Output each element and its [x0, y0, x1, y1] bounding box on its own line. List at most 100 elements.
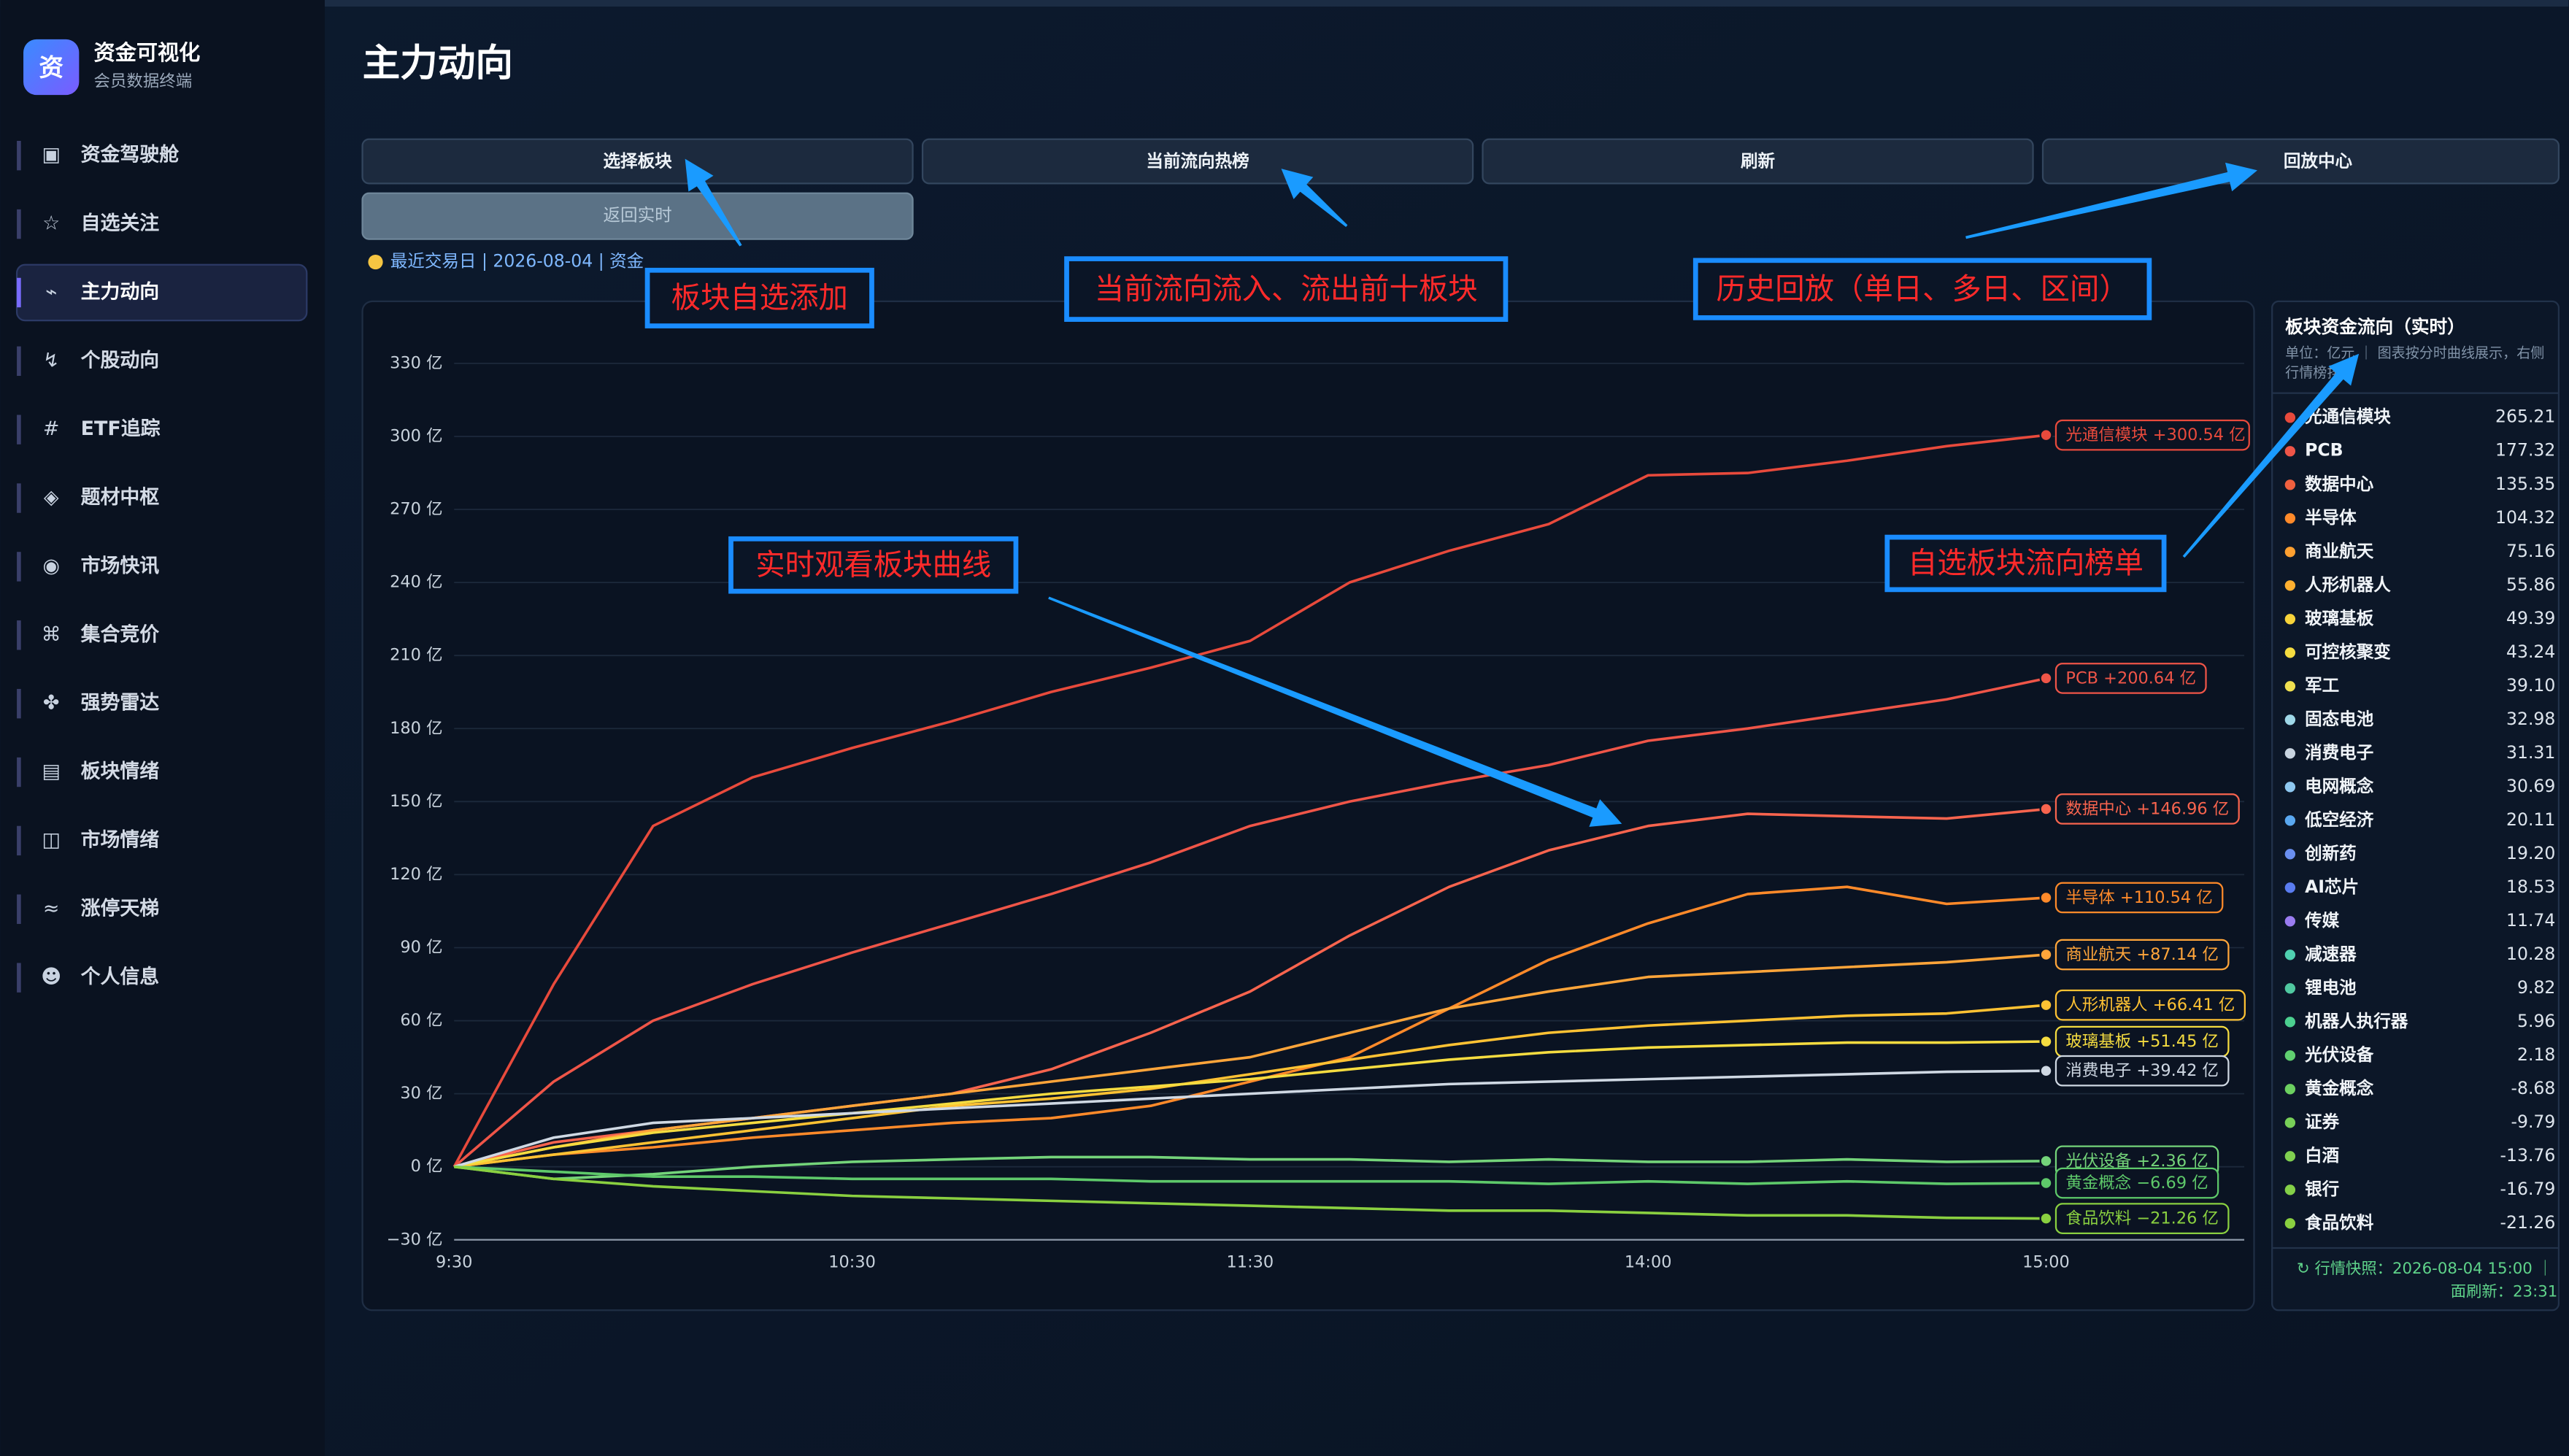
row-name[interactable]: 银行: [2305, 1179, 2339, 1199]
back-button[interactable]: [361, 192, 914, 240]
nav-icon[interactable]: ▤: [42, 760, 60, 783]
nav-icon[interactable]: ◫: [42, 828, 60, 851]
end-label-value: +146.96 亿: [2136, 799, 2229, 818]
nav-label[interactable]: 题材中枢: [81, 486, 160, 509]
row-name[interactable]: 黄金概念: [2305, 1078, 2374, 1098]
row-value: -16.79: [2500, 1179, 2555, 1199]
nav-icon[interactable]: ◉: [42, 555, 59, 577]
nav-icon[interactable]: ⌘: [42, 623, 61, 646]
y-tick-label: 210 亿: [390, 646, 442, 665]
nav-icon[interactable]: ⌁: [45, 280, 57, 303]
row-name[interactable]: 消费电子: [2305, 742, 2373, 763]
row-name[interactable]: 玻璃基板: [2305, 608, 2374, 628]
row-name[interactable]: 锂电池: [2305, 977, 2357, 998]
x-tick-label: 14:00: [1625, 1253, 1672, 1272]
nav-label[interactable]: 资金驾驶舱: [81, 143, 180, 166]
end-dot: [2039, 1064, 2053, 1078]
nav-active: [15, 263, 308, 322]
toolbar: 选择板块 当前流向热榜 刷新 回放中心: [361, 138, 2560, 185]
row-name[interactable]: 传媒: [2304, 910, 2340, 931]
row-name[interactable]: PCB: [2305, 440, 2343, 461]
app-subtitle: 会员数据终端: [94, 72, 193, 91]
row-value: 11.74: [2506, 910, 2555, 931]
toolbar-button-label[interactable]: 当前流向热榜: [1146, 151, 1249, 172]
nav-icon[interactable]: ◈: [44, 486, 59, 509]
nav-icon[interactable]: ✤: [43, 692, 60, 714]
annotations: 板块自选添加 当前流向流入、流出前十板块 历史回放（单日、多日、区间） 实时观看板块曲…: [644, 158, 2360, 827]
annotation-box: [1064, 256, 1509, 322]
row-value: 19.20: [2506, 843, 2555, 863]
row-value: 20.11: [2506, 809, 2555, 830]
page-title: 主力动向: [363, 42, 513, 85]
row-value: 135.35: [2495, 474, 2555, 494]
row-name[interactable]: 机器人执行器: [2305, 1011, 2408, 1031]
row-dot: [2284, 815, 2296, 826]
row-name[interactable]: 光通信模块: [2304, 407, 2391, 427]
toolbar-button[interactable]: [361, 138, 914, 185]
nav-label[interactable]: 集合竞价: [80, 623, 160, 646]
nav-label[interactable]: 自选关注: [81, 212, 160, 235]
row-name[interactable]: 人形机器人: [2305, 574, 2391, 595]
nav-marker: [17, 620, 21, 650]
toolbar-button-label[interactable]: 刷新: [1741, 151, 1775, 172]
toolbar-button-label[interactable]: 回放中心: [2284, 151, 2353, 172]
row-name[interactable]: 创新药: [2304, 843, 2357, 863]
row-name[interactable]: 固态电池: [2305, 709, 2374, 729]
row-dot: [2284, 748, 2296, 759]
nav-icon[interactable]: ↯: [43, 349, 60, 371]
row-name[interactable]: 军工: [2305, 675, 2339, 696]
row-name[interactable]: 数据中心: [2305, 474, 2374, 494]
row-value: 31.31: [2506, 742, 2555, 763]
row-name[interactable]: 可控核聚变: [2305, 642, 2391, 662]
toolbar-button[interactable]: [1482, 138, 2034, 185]
annotation-text: 板块自选添加: [671, 281, 848, 315]
row-value: 32.98: [2506, 709, 2555, 729]
annotation-arrow: [685, 158, 742, 247]
row-value: -13.76: [2500, 1145, 2555, 1166]
row-name[interactable]: AI芯片: [2305, 877, 2359, 897]
nav-label[interactable]: 强势雷达: [81, 692, 160, 714]
row-dot: [2284, 1117, 2296, 1128]
row-value: 43.24: [2506, 642, 2555, 662]
row-name[interactable]: 白酒: [2305, 1145, 2339, 1166]
row-name[interactable]: 证券: [2305, 1112, 2340, 1132]
toolbar-button-label[interactable]: 选择板块: [603, 151, 672, 172]
nav-icon[interactable]: ≈: [43, 897, 60, 920]
toolbar-button[interactable]: [2041, 138, 2560, 185]
back-button-label[interactable]: 返回实时: [603, 205, 671, 226]
annotation-arrow: [1965, 162, 2257, 239]
end-label-name: 消费电子: [2065, 1061, 2131, 1080]
annotation-box: [1884, 534, 2167, 593]
row-name[interactable]: 食品饮料: [2305, 1212, 2374, 1233]
row-name[interactable]: 减速器: [2305, 944, 2357, 964]
end-label: 消费电子 +39.42 亿: [2065, 1061, 2219, 1080]
nav-label[interactable]: 市场快讯: [81, 554, 160, 577]
row-name[interactable]: 商业航天: [2305, 541, 2374, 561]
nav-label[interactable]: 市场情绪: [81, 828, 160, 851]
nav-icon[interactable]: ☆: [42, 212, 60, 235]
nav-marker: [17, 688, 21, 719]
nav-icon[interactable]: ▣: [42, 144, 60, 166]
nav-label[interactable]: 板块情绪: [81, 760, 160, 783]
row-name[interactable]: 半导体: [2305, 507, 2357, 528]
row-name[interactable]: 低空经济: [2304, 809, 2374, 830]
end-dot: [2039, 428, 2053, 442]
row-name[interactable]: 电网概念: [2305, 776, 2374, 796]
end-dot: [2039, 802, 2053, 816]
nav-label[interactable]: 主力动向: [81, 280, 160, 303]
nav-label[interactable]: 个人信息: [81, 965, 160, 988]
nav-label[interactable]: 涨停天梯: [81, 896, 160, 920]
nav-icon[interactable]: ☻: [41, 966, 61, 988]
row-name[interactable]: 光伏设备: [2304, 1044, 2374, 1065]
toolbar-button[interactable]: [921, 138, 1474, 185]
nav-label[interactable]: 个股动向: [81, 348, 160, 371]
end-label-box: [2054, 419, 2250, 451]
logo-badge: [23, 39, 80, 96]
status-text: 最近交易日 | 2026-08-04 | 资金: [390, 251, 644, 271]
nav-icon[interactable]: #: [43, 417, 60, 440]
end-label-value: −21.26 亿: [2136, 1209, 2219, 1228]
end-label: 数据中心 +146.96 亿: [2065, 799, 2229, 818]
ranking: 板块资金流向（实时）单位：亿元 ｜ 图表按分时曲线展示，右侧行情榜排序光通信模块…: [2272, 316, 2559, 1301]
nav-label[interactable]: ETF追踪: [81, 417, 161, 440]
nav-marker: [17, 894, 21, 924]
